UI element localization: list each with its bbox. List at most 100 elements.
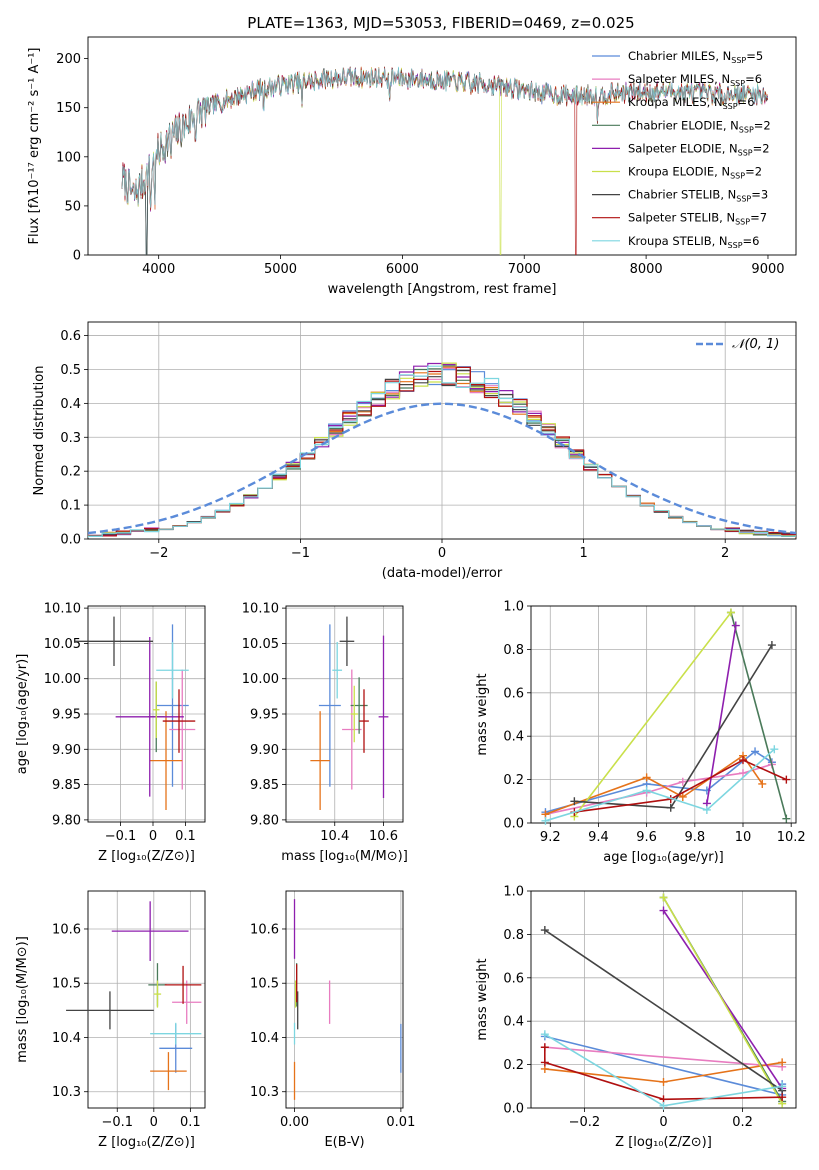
y-tick-label: 0.2 xyxy=(503,773,524,788)
legend-subscript: SSP xyxy=(739,125,754,134)
x-axis-label: Z [log₁₀(Z/Z⊙)] xyxy=(98,1135,195,1150)
x-tick-label: 0 xyxy=(150,1115,158,1130)
legend-eq: = xyxy=(754,118,764,132)
x-tick-label: 0 xyxy=(438,546,446,561)
legend-entry: Kroupa STELIB, NSSP=6 xyxy=(628,234,760,250)
weight-series-line xyxy=(573,612,732,817)
weight-point-marker xyxy=(731,621,740,630)
legend-name: Kroupa STELIB xyxy=(628,234,712,248)
y-tick-label: 0.5 xyxy=(60,363,81,378)
legend-prefix: , N xyxy=(707,95,723,109)
x-tick-label: 1 xyxy=(579,546,587,561)
x-tick-label: 9.2 xyxy=(540,830,561,845)
x-tick-label: 9.4 xyxy=(588,830,609,845)
y-tick-label: 0.0 xyxy=(60,533,81,548)
x-tick-label: 10.4 xyxy=(320,829,349,844)
y-tick-label: 1.0 xyxy=(503,885,524,900)
x-tick-label: 0.01 xyxy=(386,1115,415,1130)
weight-point-marker xyxy=(540,1058,549,1067)
legend-prefix: , N xyxy=(720,188,736,202)
x-tick-label: 4000 xyxy=(142,262,175,277)
legend-nssp: 6 xyxy=(752,234,759,248)
weight-point-marker xyxy=(758,779,767,788)
x-tick-label: 0.2 xyxy=(732,1115,753,1130)
plot-frame xyxy=(285,605,404,823)
legend-subscript: SSP xyxy=(728,241,743,250)
legend-nssp: 2 xyxy=(762,141,769,155)
y-tick-label: 0.6 xyxy=(503,971,524,986)
y-axis-label: age [log₁₀(age/yr)] xyxy=(15,654,30,775)
legend-prefix: , N xyxy=(714,165,730,179)
x-tick-label: −0.1 xyxy=(101,1115,133,1130)
weight-point-marker xyxy=(666,803,675,812)
legend-nssp: 6 xyxy=(755,72,762,86)
weight-series-line xyxy=(545,748,775,822)
legend-subscript: SSP xyxy=(723,102,738,111)
weight-point-marker xyxy=(659,1101,668,1110)
y-tick-label: 0.1 xyxy=(60,499,81,514)
legend-eq: = xyxy=(753,141,763,155)
weight-series-line xyxy=(662,897,783,1105)
weight-point-marker xyxy=(541,816,550,825)
spectrum-series-line xyxy=(121,66,768,208)
panel-weight-vs-age: 9.2 9.4 9.6 9.8 10 10.2 0.0 0.2 0.4 0.6 0.8 1.0 age … xyxy=(475,600,806,866)
y-tick-label: 10.4 xyxy=(52,1031,81,1046)
legend-subscript: SSP xyxy=(730,79,745,88)
legend-prefix: , N xyxy=(719,211,735,225)
weight-series-line xyxy=(574,644,773,809)
y-tick-label: 9.85 xyxy=(250,778,279,793)
normal-curve xyxy=(87,402,797,535)
y-axis-label: mass [log₁₀(M/M⊙)] xyxy=(15,936,30,1063)
y-tick-label: 0.2 xyxy=(60,465,81,480)
y-tick-label: 0 xyxy=(73,249,81,264)
weight-point-marker xyxy=(642,773,651,782)
weight-point-marker xyxy=(767,641,776,650)
x-tick-label: −0.1 xyxy=(105,829,137,844)
legend-name: Salpeter STELIB xyxy=(628,211,719,225)
legend-name: Kroupa ELODIE xyxy=(628,165,714,179)
weight-series-line xyxy=(544,929,783,1092)
legend-eq: = xyxy=(751,188,761,202)
plot-frame xyxy=(530,605,797,824)
y-tick-label: 10.05 xyxy=(242,637,279,652)
plot-frame xyxy=(285,890,404,1109)
y-tick-label: 9.85 xyxy=(52,778,81,793)
weight-series-line xyxy=(544,1047,783,1101)
weight-point-marker xyxy=(659,893,668,902)
y-tick-label: 0.0 xyxy=(503,817,524,832)
y-tick-label: 9.80 xyxy=(52,813,81,828)
plot-frame xyxy=(87,890,206,1109)
y-tick-label: 10.6 xyxy=(250,922,279,937)
x-tick-label: 9000 xyxy=(751,262,784,277)
y-tick-label: 200 xyxy=(56,52,81,67)
panel-mass-vs-ebv: 0.00 0.01 10.3 10.4 10.5 10.6 E(B-V) xyxy=(250,890,415,1150)
x-tick-label: −0.2 xyxy=(569,1115,601,1130)
legend-entry: Chabrier MILES, NSSP=5 xyxy=(628,49,763,65)
y-tick-label: 0.4 xyxy=(60,397,81,412)
legend-name: Chabrier MILES xyxy=(628,49,715,63)
weight-point-marker xyxy=(659,906,668,915)
x-tick-label: 0.1 xyxy=(175,829,196,844)
legend-nssp: 3 xyxy=(761,188,768,202)
panel-age-vs-Z: −0.1 0 0.1 9.80 9.85 9.90 9.95 10.00 10.05 10.10 Z… xyxy=(15,602,206,864)
y-tick-label: 0.8 xyxy=(503,928,524,943)
x-tick-label: 7000 xyxy=(508,262,541,277)
legend-eq: = xyxy=(738,95,748,109)
y-tick-label: 9.80 xyxy=(250,813,279,828)
panel-residuals: −2 −1 0 1 2 0.0 0.1 0.2 0.3 0.4 0.5 0.6 (data-model)… xyxy=(32,321,797,581)
x-axis-label: (data-model)/error xyxy=(382,566,503,581)
plot-frame xyxy=(87,321,797,540)
y-tick-label: 10.00 xyxy=(44,672,81,687)
weight-series-line xyxy=(706,625,737,804)
y-tick-label: 50 xyxy=(64,199,81,214)
weight-point-marker xyxy=(726,608,735,617)
weight-point-marker xyxy=(751,747,760,756)
legend-name: Salpeter MILES xyxy=(628,72,714,86)
legend-prefix: , N xyxy=(722,141,738,155)
y-axis-label: Flux [fλ10⁻¹⁷ erg cm⁻² s⁻¹ A⁻¹] xyxy=(27,48,42,245)
weight-point-marker xyxy=(570,797,579,806)
y-tick-label: 1.0 xyxy=(503,600,524,615)
x-tick-label: 0.00 xyxy=(280,1115,309,1130)
y-tick-label: 0.3 xyxy=(60,431,81,446)
